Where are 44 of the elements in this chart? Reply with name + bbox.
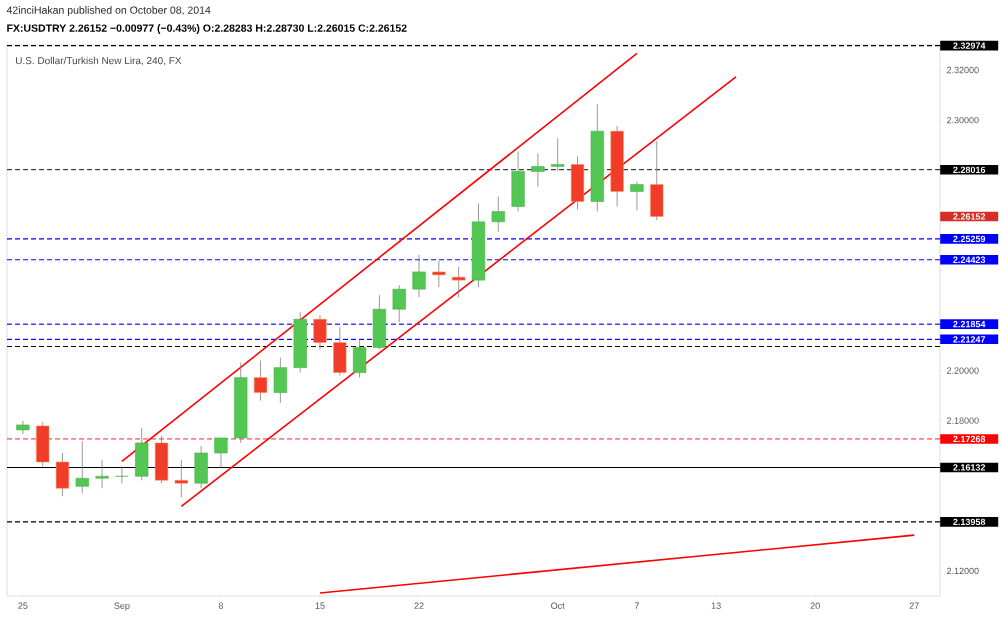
- ref-line-label: 2.25259: [953, 235, 986, 243]
- candlestick: [432, 260, 446, 288]
- x-tick-label: 22: [414, 602, 424, 609]
- x-tick-label: Oct: [551, 602, 565, 609]
- candlestick: [16, 420, 30, 435]
- ref-line-label: 2.21247: [953, 336, 986, 343]
- x-tick-label: 13: [711, 602, 721, 609]
- x-tick-label: 15: [315, 602, 325, 609]
- text: 42inciHakan published on October 08, 2014: [6, 6, 211, 16]
- ref-line-label: 2.28016: [953, 166, 986, 174]
- ref-line-label: 2.17268: [953, 435, 986, 443]
- candlestick: [392, 284, 406, 323]
- candlestick: [115, 465, 129, 484]
- ref-line-label: 2.24423: [953, 256, 986, 263]
- x-tick-label: 27: [909, 602, 919, 609]
- ref-line-label: 2.13958: [953, 518, 986, 526]
- chart-subtitle: FX:USDTRY 2.26152 −0.00977 (−0.43%) O:2.28283 H:2.28730 L:2.26015 C:2.26152: [7, 24, 407, 34]
- y-tick-label: 2.30000: [946, 116, 979, 124]
- y-tick-label: 2.20000: [946, 367, 979, 374]
- x-tick-label: Sep: [114, 602, 130, 611]
- candlestick: [531, 153, 545, 187]
- x-tick-label: 8: [218, 602, 224, 609]
- candlestick: [491, 196, 505, 233]
- candlestick: [95, 459, 109, 489]
- x-tick-label: 7: [634, 602, 639, 609]
- candlestick: [174, 459, 188, 498]
- candlestick: [412, 254, 426, 298]
- ref-line-label: 2.16132: [953, 464, 986, 471]
- candlestick: [630, 181, 644, 211]
- candlestick: [313, 314, 327, 350]
- y-tick-label: 2.32000: [946, 66, 979, 74]
- y-tick-label: 2.12000: [946, 567, 979, 575]
- x-tick-label: 25: [18, 602, 28, 609]
- ref-line-label: 2.21854: [953, 320, 986, 328]
- candlestick: [253, 360, 268, 402]
- ref-line-label: 2.32974: [953, 42, 986, 49]
- candlestick: [214, 437, 228, 469]
- y-tick-label: 2.18000: [946, 417, 979, 424]
- candlestick: [551, 137, 565, 172]
- text: U.S. Dollar/Turkish New Lira, 240, FX: [15, 56, 182, 66]
- text: 2.26152: [953, 213, 986, 220]
- candlestick: [452, 266, 466, 298]
- x-tick-label: 20: [810, 602, 820, 609]
- candlestick: [75, 440, 89, 494]
